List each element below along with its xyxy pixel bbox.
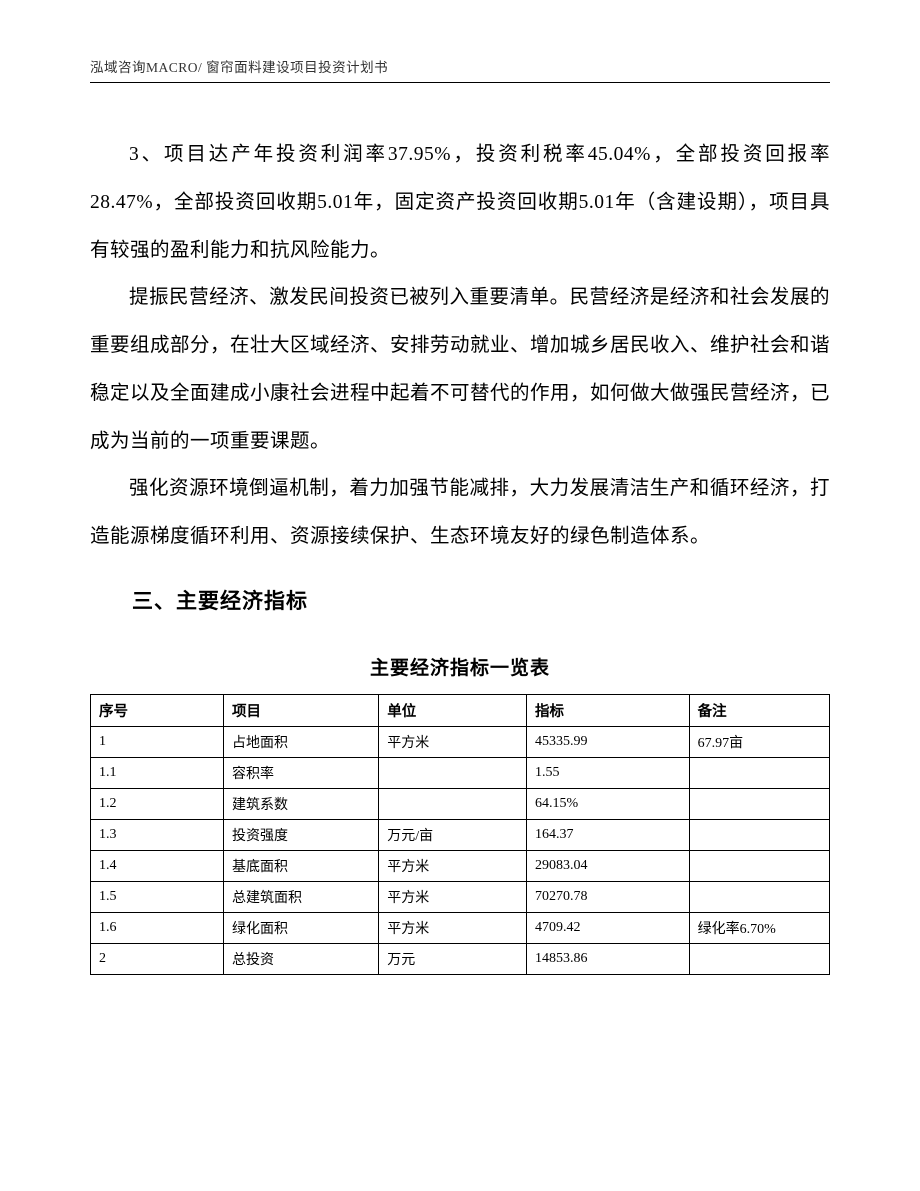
section-heading: 三、主要经济指标	[90, 585, 830, 615]
cell-unit: 平方米	[379, 850, 527, 881]
cell-item: 投资强度	[224, 819, 379, 850]
cell-remark	[689, 881, 829, 912]
cell-seq: 1	[91, 726, 224, 757]
cell-seq: 2	[91, 943, 224, 974]
table-row: 2 总投资 万元 14853.86	[91, 943, 830, 974]
cell-remark	[689, 788, 829, 819]
col-header-value: 指标	[527, 694, 690, 726]
table-row: 1.6 绿化面积 平方米 4709.42 绿化率6.70%	[91, 912, 830, 943]
cell-item: 总投资	[224, 943, 379, 974]
col-header-remark: 备注	[689, 694, 829, 726]
cell-value: 164.37	[527, 819, 690, 850]
cell-seq: 1.1	[91, 757, 224, 788]
cell-remark: 绿化率6.70%	[689, 912, 829, 943]
cell-seq: 1.6	[91, 912, 224, 943]
col-header-item: 项目	[224, 694, 379, 726]
header-divider	[90, 82, 830, 83]
cell-remark	[689, 943, 829, 974]
table-row: 1.1 容积率 1.55	[91, 757, 830, 788]
cell-seq: 1.4	[91, 850, 224, 881]
table-row: 1.4 基底面积 平方米 29083.04	[91, 850, 830, 881]
paragraph-3: 强化资源环境倒逼机制，着力加强节能减排，大力发展清洁生产和循环经济，打造能源梯度…	[90, 465, 830, 561]
cell-value: 4709.42	[527, 912, 690, 943]
cell-seq: 1.3	[91, 819, 224, 850]
page-header-text: 泓域咨询MACRO/ 窗帘面料建设项目投资计划书	[90, 56, 830, 76]
table-row: 1 占地面积 平方米 45335.99 67.97亩	[91, 726, 830, 757]
cell-unit: 万元	[379, 943, 527, 974]
cell-unit	[379, 757, 527, 788]
cell-item: 基底面积	[224, 850, 379, 881]
cell-value: 29083.04	[527, 850, 690, 881]
paragraph-2: 提振民营经济、激发民间投资已被列入重要清单。民营经济是经济和社会发展的重要组成部…	[90, 274, 830, 465]
col-header-unit: 单位	[379, 694, 527, 726]
cell-item: 建筑系数	[224, 788, 379, 819]
cell-value: 1.55	[527, 757, 690, 788]
table-row: 1.5 总建筑面积 平方米 70270.78	[91, 881, 830, 912]
cell-remark	[689, 819, 829, 850]
table-row: 1.2 建筑系数 64.15%	[91, 788, 830, 819]
cell-value: 45335.99	[527, 726, 690, 757]
document-page: 泓域咨询MACRO/ 窗帘面料建设项目投资计划书 3、项目达产年投资利润率37.…	[0, 0, 920, 1035]
cell-unit: 万元/亩	[379, 819, 527, 850]
cell-unit: 平方米	[379, 912, 527, 943]
cell-remark	[689, 850, 829, 881]
cell-item: 绿化面积	[224, 912, 379, 943]
table-title: 主要经济指标一览表	[90, 653, 830, 680]
cell-value: 64.15%	[527, 788, 690, 819]
cell-unit: 平方米	[379, 881, 527, 912]
cell-item: 总建筑面积	[224, 881, 379, 912]
cell-seq: 1.2	[91, 788, 224, 819]
table-row: 1.3 投资强度 万元/亩 164.37	[91, 819, 830, 850]
cell-remark: 67.97亩	[689, 726, 829, 757]
cell-unit: 平方米	[379, 726, 527, 757]
col-header-seq: 序号	[91, 694, 224, 726]
cell-remark	[689, 757, 829, 788]
economic-indicators-table: 序号 项目 单位 指标 备注 1 占地面积 平方米 45335.99 67.97…	[90, 694, 830, 975]
cell-unit	[379, 788, 527, 819]
table-header-row: 序号 项目 单位 指标 备注	[91, 694, 830, 726]
paragraph-1: 3、项目达产年投资利润率37.95%，投资利税率45.04%，全部投资回报率28…	[90, 131, 830, 274]
cell-value: 14853.86	[527, 943, 690, 974]
cell-item: 容积率	[224, 757, 379, 788]
cell-item: 占地面积	[224, 726, 379, 757]
cell-value: 70270.78	[527, 881, 690, 912]
cell-seq: 1.5	[91, 881, 224, 912]
